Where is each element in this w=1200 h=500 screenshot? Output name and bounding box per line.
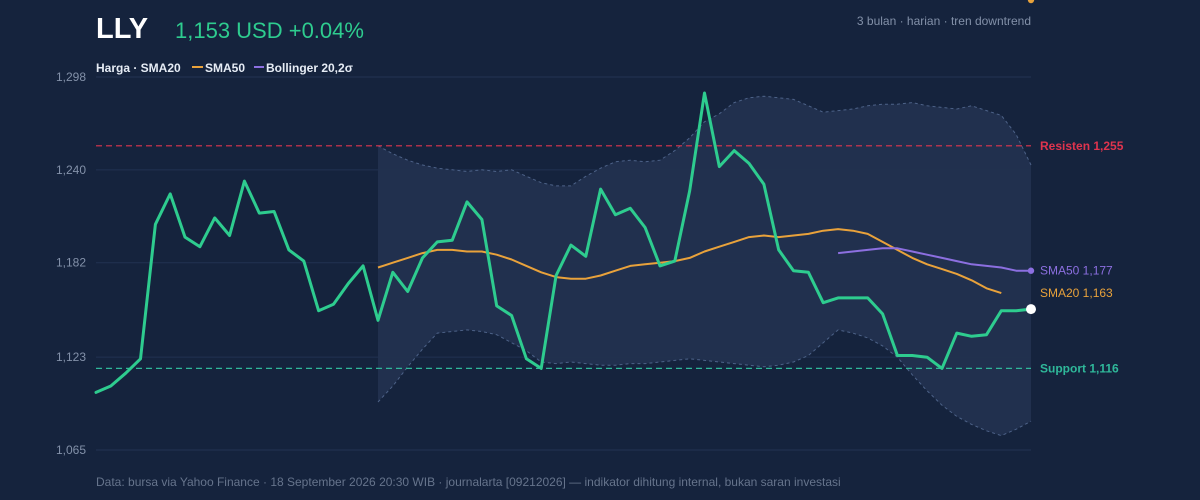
sma20-end-label: SMA20 1,163 bbox=[1040, 286, 1113, 300]
legend-bollinger-label: Bollinger 20,2σ bbox=[266, 61, 353, 75]
y-tick-label: 1,298 bbox=[56, 70, 86, 84]
sma50-line bbox=[837, 247, 1031, 272]
y-tick-label: 1,182 bbox=[56, 256, 86, 270]
sma20-end-dot bbox=[1027, 0, 1035, 4]
price-line bbox=[94, 91, 1033, 394]
sma20-line bbox=[377, 228, 1002, 295]
legend-price-label: Harga · SMA20 bbox=[96, 61, 181, 75]
bollinger-upper-line bbox=[377, 95, 1032, 187]
y-tick-label: 1,240 bbox=[56, 163, 86, 177]
sma50-end-label: SMA50 1,177 bbox=[1040, 264, 1113, 278]
resistance-label: Resisten 1,255 bbox=[1040, 139, 1124, 153]
bollinger-band-fill bbox=[378, 96, 1031, 436]
support-label: Support 1,116 bbox=[1040, 361, 1119, 375]
legend: Harga · SMA20 SMA50 Bollinger 20,2σ bbox=[96, 61, 353, 75]
bollinger-band bbox=[377, 95, 1032, 437]
quote-text: 1,153 USD +0.04% bbox=[175, 18, 364, 43]
legend-sma50-label: SMA50 bbox=[205, 61, 245, 75]
last-price-marker bbox=[1026, 304, 1036, 315]
period-meta: 3 bulan · harian · tren downtrend bbox=[857, 14, 1031, 28]
sma50-end-dot bbox=[1027, 267, 1035, 274]
y-tick-label: 1,123 bbox=[56, 350, 86, 364]
bollinger-lower-line bbox=[377, 329, 1032, 437]
ticker-title: LLY bbox=[96, 13, 148, 45]
footer-source: Data: bursa via Yahoo Finance · 18 Septe… bbox=[96, 475, 841, 489]
end-markers: SMA50 1,177 SMA20 1,163 bbox=[1026, 0, 1113, 315]
y-tick-label: 1,065 bbox=[56, 443, 86, 457]
series-lines bbox=[94, 91, 1033, 394]
reference-lines: Resisten 1,255 Support 1,116 bbox=[96, 139, 1124, 375]
y-axis-ticks: 1,298 1,240 1,182 1,123 1,065 bbox=[56, 70, 86, 457]
